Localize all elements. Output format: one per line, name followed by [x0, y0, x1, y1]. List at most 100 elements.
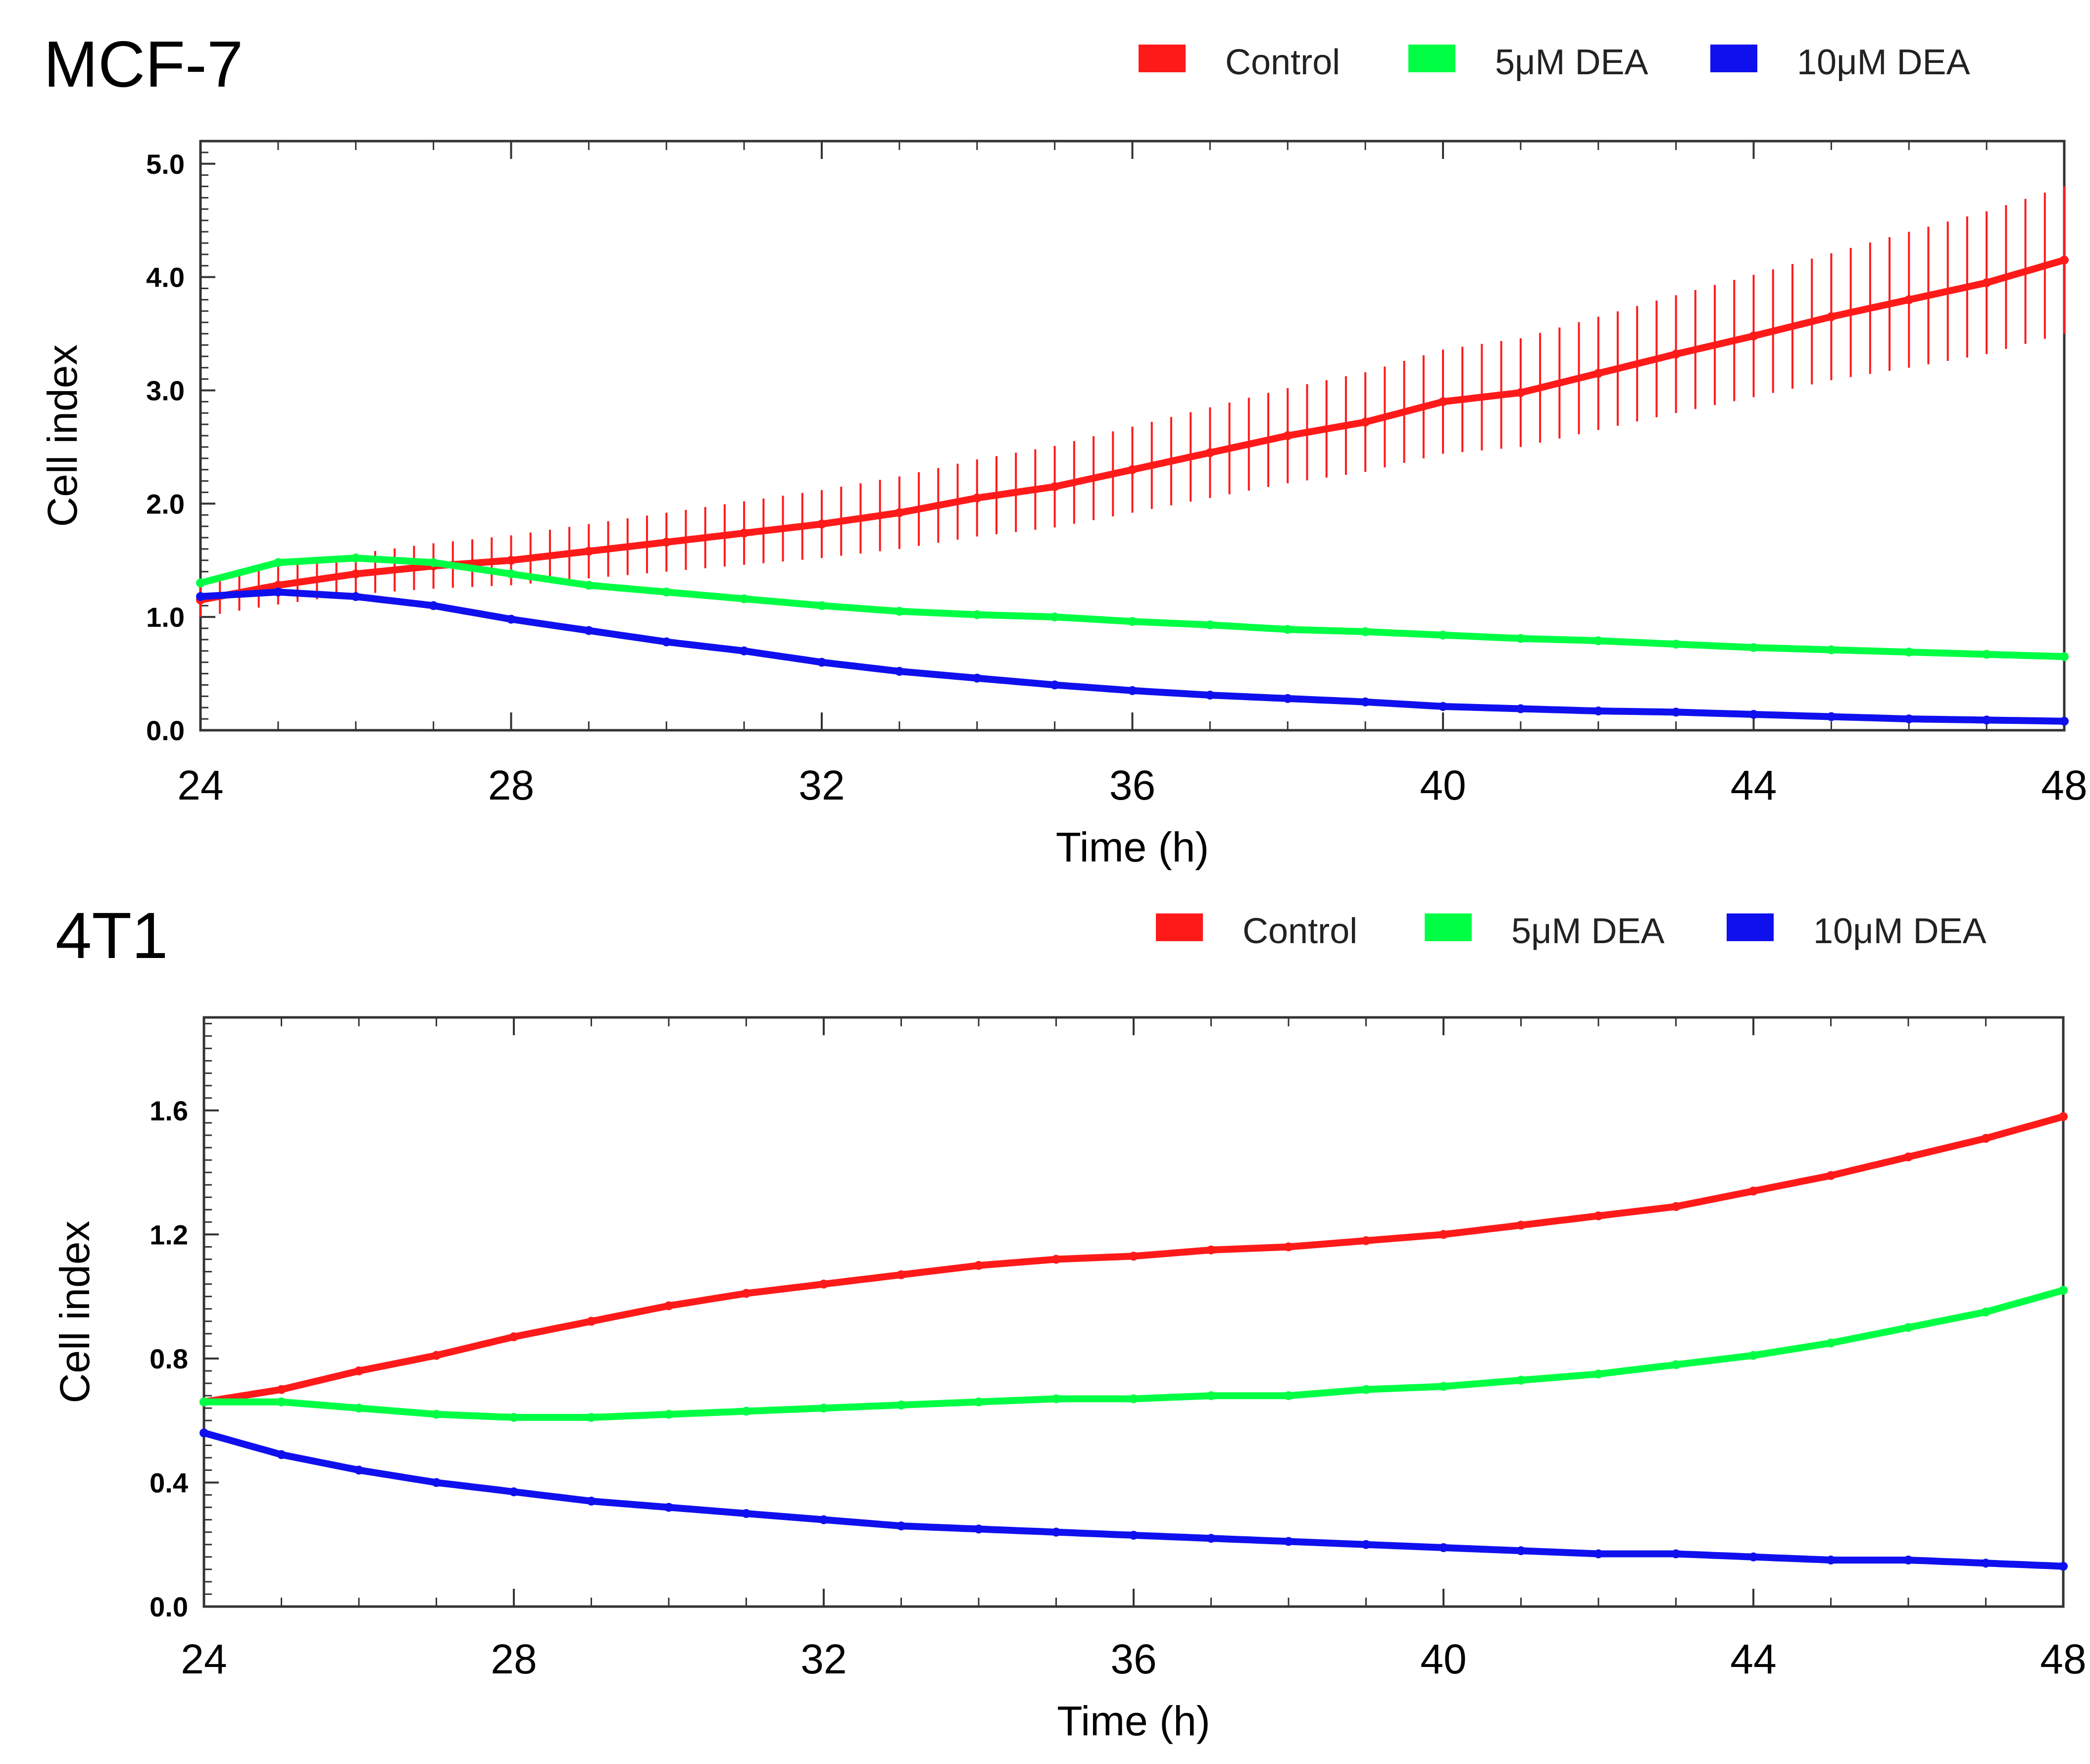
- x-tick-label: 40: [1420, 1636, 1466, 1682]
- data-point: [1205, 448, 1215, 457]
- data-point: [1982, 278, 1991, 288]
- data-point: [509, 1332, 518, 1342]
- data-point: [1283, 625, 1293, 634]
- y-tick-label: 2.0: [146, 488, 185, 519]
- data-point: [354, 1465, 363, 1475]
- x-tick-label: 40: [1420, 762, 1466, 808]
- y-tick-label: 3.0: [146, 375, 185, 406]
- y-tick-label: 0.4: [149, 1467, 188, 1498]
- data-point: [277, 1397, 286, 1407]
- data-point: [587, 1412, 596, 1422]
- data-point: [1205, 620, 1215, 630]
- data-point: [1827, 645, 1836, 655]
- data-point: [1593, 706, 1603, 716]
- data-point: [351, 554, 360, 563]
- data-point: [1439, 1382, 1448, 1391]
- data-point: [1594, 1211, 1603, 1220]
- data-point: [1050, 482, 1059, 491]
- data-point: [740, 646, 749, 655]
- data-point: [1516, 388, 1525, 398]
- x-axis-label: Time (h): [1057, 1698, 1210, 1744]
- data-point: [819, 1404, 828, 1413]
- data-point: [2059, 1112, 2068, 1121]
- data-point: [1439, 702, 1447, 711]
- data-point: [199, 1428, 208, 1438]
- y-tick-label: 1.2: [149, 1219, 188, 1250]
- series-5μM DEA: [196, 554, 2069, 661]
- data-point: [972, 673, 982, 683]
- legend-label: 5μM DEA: [1511, 911, 1665, 951]
- series-10μM DEA: [196, 587, 2069, 726]
- data-point: [664, 1503, 673, 1512]
- series-line: [199, 554, 2065, 660]
- data-point: [1516, 704, 1525, 713]
- data-point: [1904, 648, 1914, 657]
- data-point: [1826, 1338, 1836, 1348]
- data-point: [1981, 1134, 1990, 1143]
- data-point: [896, 1521, 906, 1531]
- data-point: [1206, 1391, 1216, 1401]
- data-point: [584, 547, 594, 556]
- y-tick-label: 4.0: [146, 262, 185, 293]
- data-point: [895, 667, 904, 676]
- data-point: [1904, 1556, 1913, 1565]
- data-point: [584, 626, 594, 635]
- data-point: [509, 1412, 518, 1422]
- data-point: [1749, 1351, 1758, 1360]
- x-tick-label: 24: [181, 1636, 227, 1682]
- legend-swatch: [1408, 45, 1455, 72]
- series-5μM DEA: [199, 1286, 2068, 1422]
- data-point: [1826, 1171, 1836, 1180]
- data-point: [2060, 652, 2069, 661]
- y-tick-label: 0.0: [146, 715, 185, 746]
- data-point: [972, 610, 982, 619]
- data-point: [1361, 417, 1370, 427]
- data-point: [1749, 1186, 1758, 1196]
- panel-title: 4T1: [55, 899, 168, 972]
- data-point: [1284, 1242, 1293, 1252]
- data-point: [429, 558, 438, 567]
- data-point: [509, 1487, 518, 1497]
- data-point: [1671, 1202, 1681, 1211]
- legend-swatch: [1156, 913, 1203, 941]
- data-point: [895, 606, 904, 616]
- data-point: [1051, 1255, 1061, 1264]
- y-tick-label: 1.0: [146, 602, 185, 633]
- data-point: [273, 587, 283, 597]
- data-point: [1283, 431, 1293, 440]
- x-tick-label: 28: [488, 762, 534, 808]
- data-point: [506, 555, 516, 565]
- data-point: [273, 558, 283, 567]
- data-point: [1284, 1537, 1293, 1546]
- data-point: [1128, 465, 1137, 474]
- x-tick-label: 32: [798, 762, 845, 808]
- series-line: [203, 1429, 2064, 1570]
- data-point: [1205, 691, 1215, 700]
- data-point: [351, 569, 360, 579]
- data-point: [740, 528, 749, 538]
- data-point: [1749, 1552, 1758, 1562]
- data-point: [1904, 1152, 1913, 1161]
- y-tick-label: 1.6: [149, 1095, 188, 1126]
- data-point: [277, 1450, 286, 1460]
- data-point: [354, 1366, 363, 1375]
- legend-label: Control: [1225, 43, 1340, 82]
- data-point: [2059, 1562, 2068, 1571]
- data-point: [1051, 1527, 1061, 1537]
- data-point: [1128, 686, 1137, 695]
- data-point: [1827, 712, 1836, 721]
- data-point: [1361, 697, 1370, 706]
- data-point: [974, 1397, 983, 1407]
- series-Control: [199, 1112, 2068, 1407]
- legend-swatch: [1139, 45, 1186, 72]
- data-point: [1361, 627, 1370, 636]
- data-point: [662, 587, 671, 597]
- legend-label: 5μM DEA: [1495, 43, 1648, 82]
- data-point: [972, 493, 982, 503]
- x-tick-label: 36: [1109, 762, 1155, 808]
- data-point: [817, 657, 826, 667]
- data-point: [895, 508, 904, 517]
- data-point: [587, 1497, 596, 1506]
- data-point: [1284, 1391, 1293, 1401]
- legend-swatch: [1425, 913, 1472, 941]
